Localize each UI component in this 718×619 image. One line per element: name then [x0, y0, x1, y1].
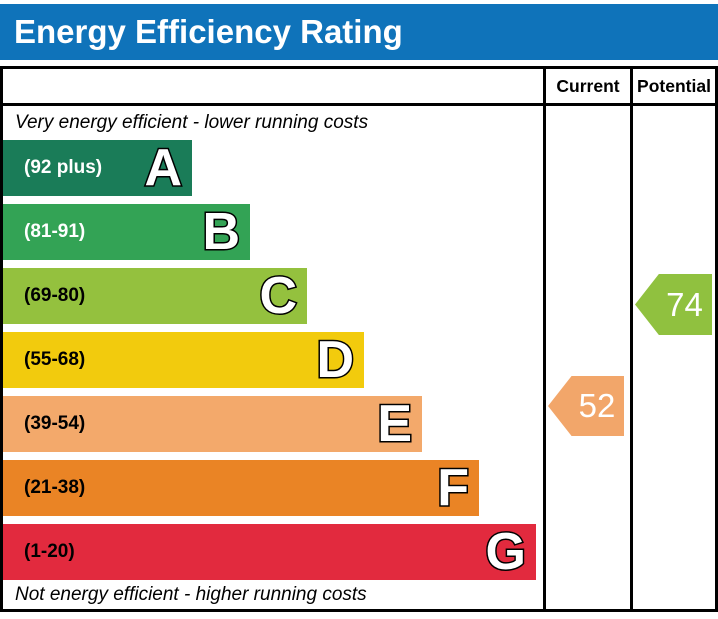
header-spacer-cell: [3, 69, 543, 103]
rating-band-c: (69-80) C: [3, 268, 307, 324]
rating-band-a: (92 plus) A: [3, 140, 192, 196]
band-range-label: (21-38): [24, 477, 86, 498]
band-letter: F: [436, 459, 471, 517]
band-range-label: (69-80): [24, 285, 86, 306]
current-column: 52: [543, 106, 630, 609]
bottom-caption: Not energy efficient - higher running co…: [15, 583, 367, 605]
band-letter: C: [258, 267, 299, 325]
table-header-row: Current Potential: [3, 69, 715, 106]
band-letter: B: [201, 203, 242, 261]
band-range-label: (39-54): [24, 413, 86, 434]
rating-table: Current Potential Very energy efficient …: [0, 66, 718, 612]
bands-container: (92 plus) A (81-91) B (69-80) C (55-68) …: [3, 140, 543, 580]
potential-rating-arrow: 74: [635, 274, 712, 335]
current-rating-arrow: 52: [548, 376, 624, 436]
rating-band-b: (81-91) B: [3, 204, 250, 260]
potential-column: 74: [630, 106, 715, 609]
top-caption: Very energy efficient - lower running co…: [15, 112, 369, 133]
band-range-label: (81-91): [24, 221, 86, 242]
table-body-row: Very energy efficient - lower running co…: [3, 106, 715, 609]
current-rating-value: 52: [578, 387, 616, 424]
potential-rating-value: 74: [666, 285, 703, 323]
band-range-label: (55-68): [24, 349, 86, 370]
rating-band-e: (39-54) E: [3, 396, 422, 452]
band-letter: A: [143, 139, 184, 197]
current-column-header: Current: [543, 69, 630, 103]
bands-column: Very energy efficient - lower running co…: [3, 106, 543, 609]
rating-band-f: (21-38) F: [3, 460, 479, 516]
title-bar: Energy Efficiency Rating: [0, 4, 718, 60]
rating-band-d: (55-68) D: [3, 332, 364, 388]
band-range-label: (1-20): [24, 541, 75, 562]
band-letter: D: [315, 331, 356, 389]
rating-band-g: (1-20) G: [3, 524, 536, 580]
potential-column-header: Potential: [630, 69, 715, 103]
band-range-label: (92 plus): [24, 157, 103, 178]
band-letter: G: [484, 523, 527, 581]
band-letter: E: [376, 395, 414, 453]
page-title: Energy Efficiency Rating: [14, 13, 403, 50]
